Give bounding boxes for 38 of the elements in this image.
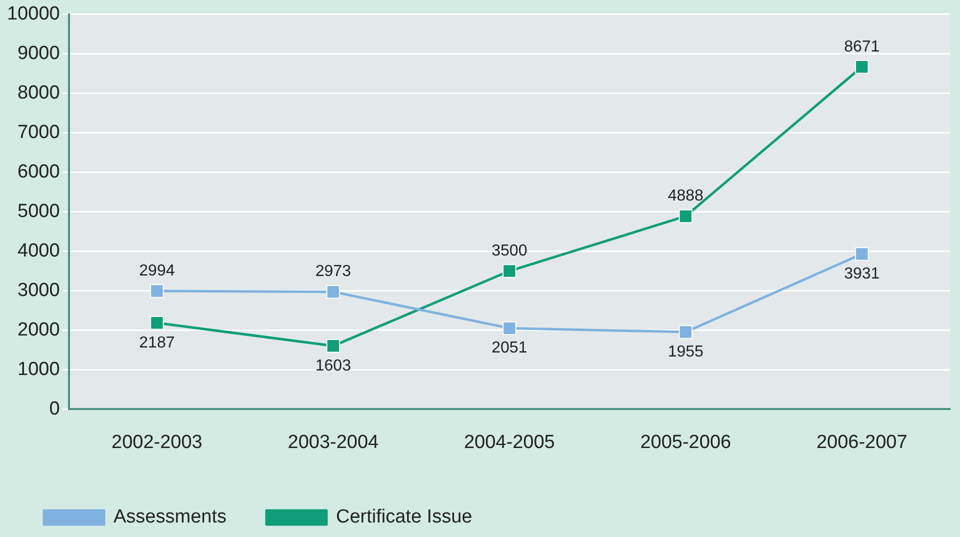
point — [150, 284, 164, 298]
data-label: 2994 — [139, 262, 175, 280]
legend-label: Certificate Issue — [336, 506, 472, 528]
y-tick-label: 1000 — [18, 358, 60, 380]
point — [150, 316, 164, 330]
point — [678, 209, 693, 224]
point — [678, 325, 693, 339]
point — [502, 264, 516, 278]
data-label: 4888 — [668, 188, 704, 205]
x-tick-label: 2002-2003 — [112, 432, 202, 453]
x-tick-label: 2005-2006 — [640, 432, 732, 453]
point — [855, 60, 869, 74]
data-label: 3931 — [844, 265, 880, 282]
data-label: 8671 — [844, 38, 880, 56]
point — [502, 321, 516, 336]
y-tick-label: 7000 — [18, 122, 60, 144]
data-label: 2973 — [315, 263, 352, 280]
y-tick-label: 9000 — [18, 43, 60, 64]
data-label: 1603 — [315, 357, 352, 374]
y-tick-label: 0 — [49, 398, 60, 420]
y-tick-label: 5000 — [18, 201, 60, 222]
point — [326, 339, 340, 353]
data-label: 3500 — [492, 242, 528, 260]
y-tick-label: 4000 — [18, 240, 60, 262]
legend-label: Assessments — [114, 506, 226, 528]
y-tick-label: 3000 — [18, 280, 60, 301]
data-label: 2051 — [492, 340, 528, 357]
y-tick-label: 2000 — [18, 319, 60, 340]
x-tick-label: 2006-2007 — [816, 432, 908, 453]
data-label: 2187 — [139, 334, 175, 352]
point — [855, 247, 869, 261]
y-tick-label: 8000 — [18, 82, 60, 104]
point — [326, 284, 340, 299]
x-tick-label: 2004-2005 — [464, 432, 555, 453]
data-label: 1955 — [668, 343, 704, 360]
y-tick-label: 6000 — [18, 162, 60, 183]
y-tick-label: 10000 — [6, 4, 60, 25]
x-tick-label: 2003-2004 — [288, 432, 380, 453]
